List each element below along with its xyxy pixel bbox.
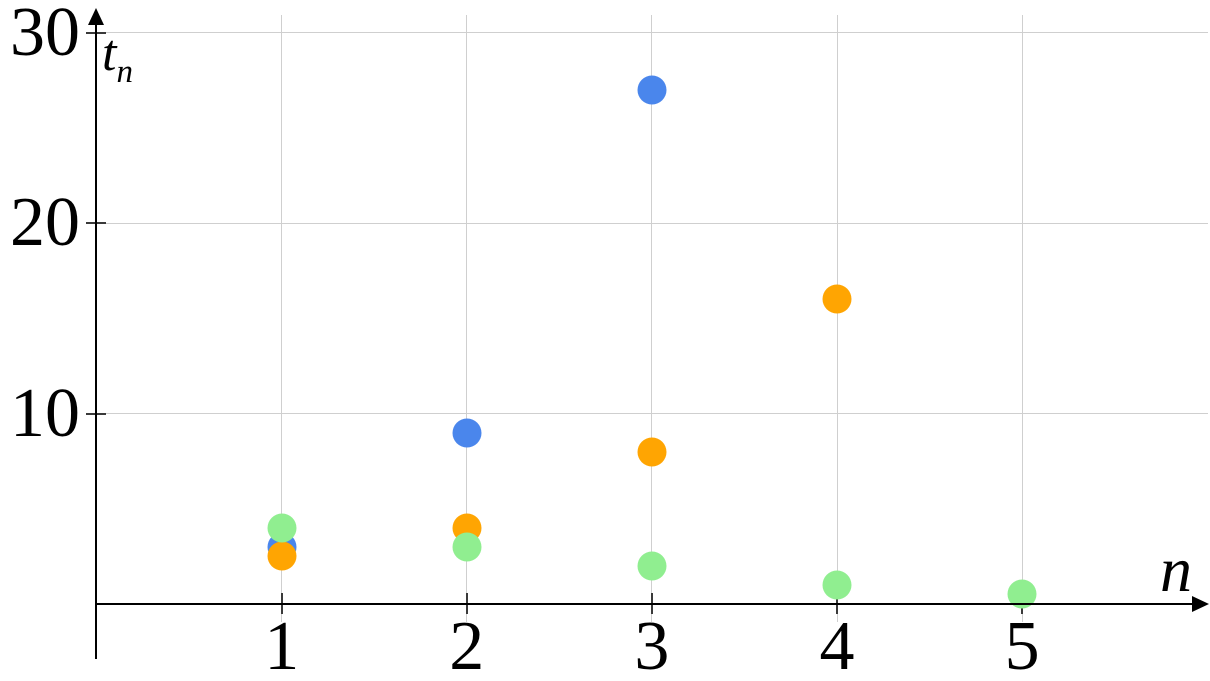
series-blue-point <box>637 75 667 105</box>
series-green-point <box>267 513 297 543</box>
x-tick-label: 3 <box>634 608 670 681</box>
series-green-point <box>822 570 852 600</box>
series-orange-point <box>637 437 667 467</box>
v-gridline <box>651 15 653 622</box>
v-gridline <box>466 15 468 622</box>
series-orange-point <box>822 284 852 314</box>
y-tick-label: 20 <box>10 184 80 261</box>
series-green-point <box>637 551 667 581</box>
series-green-point <box>452 532 482 562</box>
v-gridline <box>1021 15 1023 622</box>
y-axis-arrowhead-icon <box>88 8 104 25</box>
x-tick-label: 4 <box>819 608 855 681</box>
y-tick-label: 30 <box>10 0 80 71</box>
y-axis-label-subscript: n <box>116 54 133 90</box>
series-orange-point <box>267 541 297 571</box>
x-tick-label: 1 <box>264 608 300 681</box>
y-axis-label: tn <box>102 28 133 89</box>
x-axis-arrowhead-icon <box>1192 596 1209 612</box>
v-gridline <box>836 15 838 622</box>
series-blue-point <box>452 418 482 448</box>
x-axis-label: n <box>1160 534 1192 605</box>
y-axis-line <box>95 16 97 659</box>
v-gridline <box>281 15 283 622</box>
x-tick-label: 5 <box>1004 608 1040 681</box>
y-axis-label-main: t <box>102 25 117 82</box>
y-tick-label: 10 <box>10 374 80 452</box>
x-tick-label: 2 <box>449 608 485 681</box>
x-axis-line <box>96 603 1205 605</box>
